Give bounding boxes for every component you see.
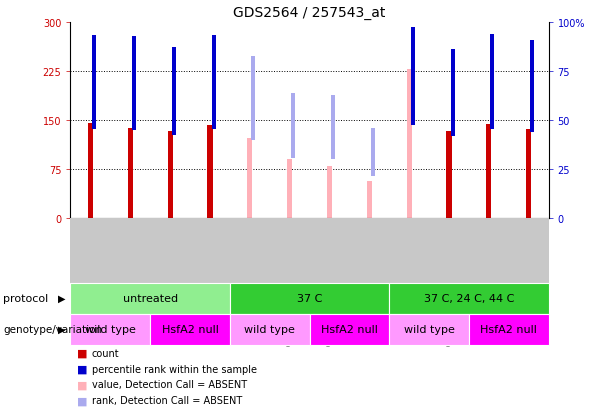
Text: wild type: wild type (85, 324, 135, 335)
Bar (451, 50, 455, 137)
Text: ■: ■ (77, 364, 87, 374)
Bar (526, 129, 531, 219)
Bar (486, 125, 492, 219)
Bar (291, 93, 295, 159)
Bar (367, 182, 372, 219)
Text: count: count (92, 348, 120, 358)
Bar (211, 36, 216, 130)
Text: ▶: ▶ (58, 324, 66, 335)
Text: HsfA2 null: HsfA2 null (162, 324, 218, 335)
Text: percentile rank within the sample: percentile rank within the sample (92, 364, 257, 374)
Bar (406, 122, 412, 219)
Bar (530, 41, 535, 133)
Bar (132, 37, 136, 131)
Text: ■: ■ (77, 348, 87, 358)
Bar (167, 132, 173, 219)
Bar (172, 47, 176, 136)
Text: 37 C: 37 C (297, 293, 322, 304)
Text: genotype/variation: genotype/variation (3, 324, 102, 335)
Bar (251, 57, 256, 140)
Bar (287, 160, 292, 219)
Text: wild type: wild type (245, 324, 295, 335)
Bar (490, 35, 495, 129)
Text: 37 C, 24 C, 44 C: 37 C, 24 C, 44 C (424, 293, 514, 304)
Text: value, Detection Call = ABSENT: value, Detection Call = ABSENT (92, 380, 247, 389)
Bar (247, 139, 253, 219)
Text: ▶: ▶ (58, 293, 66, 304)
Bar (446, 132, 452, 219)
Bar (88, 124, 93, 219)
Text: protocol: protocol (3, 293, 48, 304)
Bar (411, 28, 415, 126)
Text: ■: ■ (77, 395, 87, 405)
Bar (92, 36, 96, 130)
Bar (371, 129, 375, 176)
Text: HsfA2 null: HsfA2 null (321, 324, 378, 335)
Text: ■: ■ (77, 380, 87, 389)
Text: rank, Detection Call = ABSENT: rank, Detection Call = ABSENT (92, 395, 242, 405)
Bar (327, 166, 332, 219)
Bar (331, 96, 335, 160)
Bar (406, 70, 412, 219)
Title: GDS2564 / 257543_at: GDS2564 / 257543_at (234, 6, 386, 20)
Bar (207, 126, 213, 219)
Text: untreated: untreated (123, 293, 178, 304)
Text: HsfA2 null: HsfA2 null (481, 324, 537, 335)
Text: wild type: wild type (404, 324, 454, 335)
Bar (128, 129, 133, 219)
